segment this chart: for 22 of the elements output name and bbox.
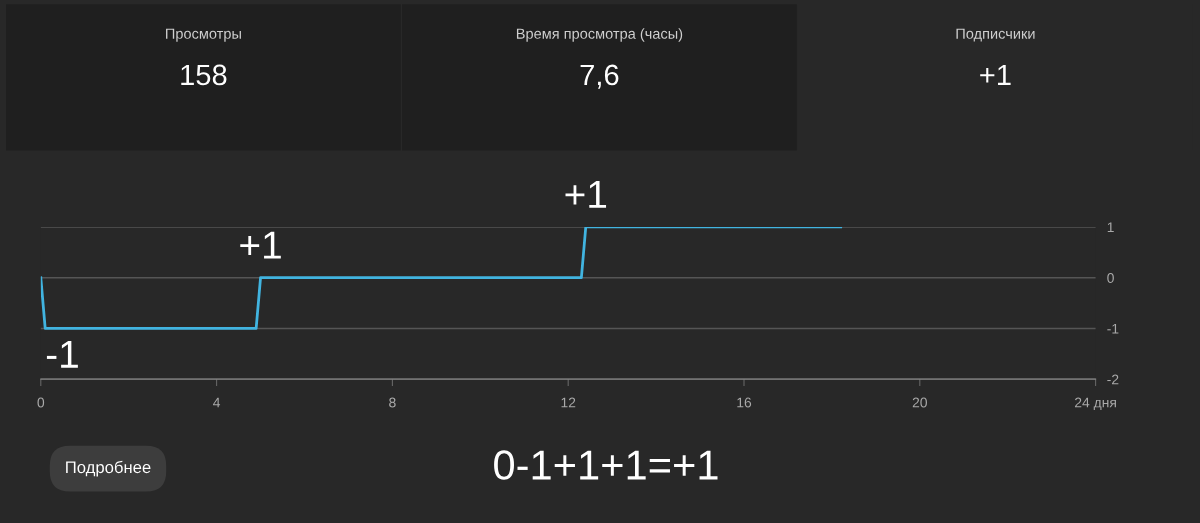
annotation: +1 xyxy=(240,231,281,259)
text: Подробнее xyxy=(66,460,151,477)
text: Время просмотра (часы) xyxy=(516,28,683,42)
x-tick-label: 0 xyxy=(37,397,45,408)
x-tick-label: 12 xyxy=(561,397,576,408)
text: Просмотры xyxy=(166,28,241,42)
text: +1 xyxy=(980,64,1011,85)
x-tick-label: 8 xyxy=(389,397,396,408)
y-tick-label: -1 xyxy=(1107,323,1119,334)
x-tick-label: 4 xyxy=(213,397,221,408)
y-tick-label: 0 xyxy=(1107,273,1114,283)
text: 7,6 xyxy=(580,64,619,89)
annotation: +1 xyxy=(565,181,607,208)
text: 0-1+1+1=+1 xyxy=(494,450,718,480)
x-tick-label: 16 xyxy=(737,397,752,408)
text: Подписчики xyxy=(956,28,1035,42)
text: 158 xyxy=(181,64,227,86)
annotation: -1 xyxy=(46,340,78,368)
x-tick-label: 24 дня xyxy=(1075,397,1116,411)
x-tick-label: 20 xyxy=(912,397,927,408)
y-tick-label: 1 xyxy=(1107,222,1114,233)
y-tick-label: -2 xyxy=(1107,374,1119,385)
